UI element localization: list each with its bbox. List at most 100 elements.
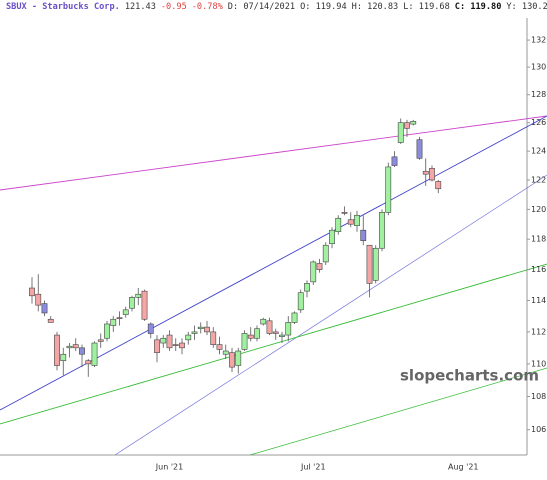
y-tick-label: 132 <box>531 36 546 45</box>
candle-body <box>210 331 217 345</box>
header: SBUX - Starbucks Corp. 121.43 -0.95 -0.78% D… <box>6 2 547 12</box>
candle-body <box>91 342 98 366</box>
candle-body <box>185 334 192 341</box>
trend-line <box>249 367 547 456</box>
candle-body <box>254 328 260 339</box>
y-tick-label: 116 <box>531 265 546 274</box>
candle-body <box>154 339 160 353</box>
header-item: SBUX - Starbucks Corp. <box>6 2 120 12</box>
candle-body <box>304 283 310 292</box>
header-item: H: 120.83 <box>351 2 399 12</box>
header-item: D: 07/14/2021 <box>227 2 296 12</box>
candle-body <box>72 344 79 349</box>
candle-body <box>260 318 267 325</box>
header-item: C: 119.80 <box>454 2 502 12</box>
candle-body <box>347 219 354 225</box>
candle-body <box>141 290 148 320</box>
header-item: -0.95 <box>160 2 187 12</box>
candle-body <box>147 323 154 334</box>
trend-line <box>0 115 547 411</box>
candle-body <box>60 353 67 361</box>
candle-body <box>297 292 304 311</box>
candle-body <box>266 320 273 334</box>
candle-body <box>329 229 335 245</box>
candle-body <box>122 309 129 315</box>
trend-line <box>0 115 547 191</box>
candle-body <box>372 247 379 281</box>
candle-body <box>391 156 398 166</box>
candle-body <box>204 326 210 333</box>
candle-body <box>97 339 104 342</box>
candle-body <box>166 334 173 349</box>
header-item: -0.78% <box>191 2 223 12</box>
y-tick-label: 122 <box>531 175 546 184</box>
candle-body <box>104 323 110 339</box>
x-tick-label: Aug '21 <box>448 463 479 472</box>
y-tick-label: 106 <box>531 425 546 434</box>
candle-body <box>435 181 442 190</box>
candle-body <box>247 334 254 339</box>
header-item: 121.43 <box>124 2 156 12</box>
candle-body <box>110 318 117 326</box>
y-tick-label: 110 <box>531 359 546 368</box>
header-item: Y: 130.27 <box>506 2 547 12</box>
x-tick-label: Jul '21 <box>300 463 326 472</box>
candle-body <box>279 334 285 337</box>
candle-body <box>229 352 235 368</box>
candle-body <box>179 342 185 349</box>
y-tick-label: 128 <box>531 90 546 99</box>
candle-body <box>191 331 198 334</box>
candle-body <box>291 312 298 323</box>
x-tick-label: Jun '21 <box>155 463 183 472</box>
trend-line <box>114 174 547 456</box>
candle-body <box>416 139 423 159</box>
candle-body <box>422 170 429 175</box>
candle-body <box>341 212 348 214</box>
candle-body <box>241 333 248 350</box>
candle-body <box>360 229 367 242</box>
candle-body <box>272 331 279 334</box>
candle-body <box>54 334 60 366</box>
header-item: O: 119.94 <box>300 2 347 12</box>
candle-body <box>379 212 385 249</box>
candle-body <box>29 287 35 297</box>
candle-body <box>216 344 223 350</box>
candle-body <box>410 120 417 125</box>
candle-body <box>66 345 73 349</box>
candle-body <box>172 344 179 346</box>
candle-body <box>41 303 48 314</box>
header-item: L: 119.68 <box>403 2 450 12</box>
candle-body <box>335 217 342 232</box>
candle-body <box>285 322 292 336</box>
candle-body <box>129 297 135 309</box>
candle-body <box>366 244 373 284</box>
candle-body <box>397 122 404 143</box>
candle-body <box>85 360 92 365</box>
y-tick-label: 126 <box>531 118 546 127</box>
candle-body <box>135 293 142 298</box>
y-tick-label: 124 <box>531 147 546 156</box>
candle-body <box>235 350 242 366</box>
candle-body <box>222 350 229 355</box>
candle-body <box>404 122 410 129</box>
candle-body <box>310 261 317 283</box>
y-tick-label: 118 <box>531 235 546 244</box>
candle-body <box>35 293 42 306</box>
watermark: slopecharts.com <box>400 367 539 385</box>
candle-body <box>429 168 435 181</box>
candle-body <box>316 263 323 270</box>
candle-body <box>197 326 204 330</box>
y-tick-label: 130 <box>531 63 546 72</box>
trend-line <box>0 263 547 425</box>
y-tick-label: 112 <box>531 327 546 336</box>
candle-body <box>116 317 123 319</box>
candle-body <box>354 214 360 227</box>
y-tick-label: 108 <box>531 392 546 401</box>
y-tick-label: 120 <box>531 205 546 214</box>
candle-body <box>322 244 329 263</box>
candle-body <box>47 318 54 323</box>
candle-body <box>160 337 167 344</box>
candle-body <box>385 166 392 213</box>
